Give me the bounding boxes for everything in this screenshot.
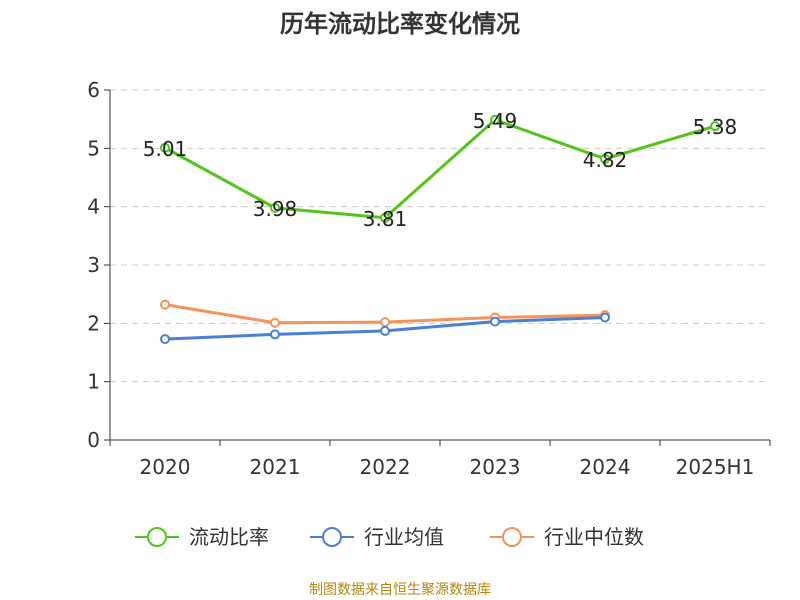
y-tick-label: 3 bbox=[87, 253, 100, 277]
data-point bbox=[490, 316, 500, 327]
series-0 bbox=[160, 114, 720, 223]
data-point bbox=[490, 114, 500, 125]
data-point bbox=[380, 317, 390, 328]
legend-item[interactable]: 行业中位数 bbox=[490, 525, 644, 549]
chart-title: 历年流动比率变化情况 bbox=[280, 10, 520, 38]
legend[interactable]: 流动比率 行业均值 行业中位数 bbox=[135, 525, 644, 549]
legend-label: 流动比率 bbox=[189, 525, 269, 549]
data-point bbox=[600, 153, 610, 164]
x-tick-label: 2024 bbox=[580, 455, 631, 479]
data-point bbox=[160, 334, 170, 345]
axes: 0 1 2 3 4 5 6 2020 2021 2022 2023 2024 2025H1 bbox=[87, 78, 771, 479]
data-point bbox=[600, 312, 610, 323]
y-tick-label: 6 bbox=[87, 78, 100, 102]
data-label: 5.38 bbox=[693, 115, 738, 139]
data-label: 5.49 bbox=[473, 109, 518, 133]
series-1 bbox=[160, 312, 610, 345]
data-label: 3.81 bbox=[363, 207, 408, 231]
data-label: 4.82 bbox=[583, 148, 628, 172]
data-point bbox=[710, 121, 720, 132]
x-tick-label: 2023 bbox=[470, 455, 521, 479]
data-point bbox=[160, 299, 170, 310]
legend-marker bbox=[322, 527, 342, 547]
data-labels: 5.01 3.98 3.81 5.49 4.82 5.38 bbox=[143, 109, 738, 231]
y-tick-label: 4 bbox=[87, 195, 100, 219]
y-tick-label: 0 bbox=[87, 428, 100, 452]
data-point bbox=[380, 325, 390, 336]
data-label: 5.01 bbox=[143, 137, 188, 161]
data-point bbox=[270, 329, 280, 340]
legend-marker bbox=[502, 527, 522, 547]
legend-item[interactable]: 流动比率 bbox=[135, 525, 269, 549]
legend-label: 行业均值 bbox=[364, 525, 444, 549]
y-tick-label: 2 bbox=[87, 311, 100, 335]
data-point bbox=[160, 142, 170, 153]
x-tick-label: 2022 bbox=[360, 455, 411, 479]
x-tick-label: 2021 bbox=[250, 455, 301, 479]
series-line bbox=[164, 118, 716, 220]
legend-item[interactable]: 行业均值 bbox=[310, 525, 444, 549]
x-tick-label: 2025H1 bbox=[676, 455, 755, 479]
data-point bbox=[380, 212, 390, 223]
data-label: 3.98 bbox=[253, 197, 298, 221]
series bbox=[160, 114, 720, 345]
legend-label: 行业中位数 bbox=[544, 525, 644, 549]
data-point bbox=[270, 202, 280, 213]
y-tick-label: 5 bbox=[87, 136, 100, 160]
source-note: 制图数据来自恒生聚源数据库 bbox=[309, 582, 491, 598]
data-point bbox=[270, 317, 280, 328]
legend-marker bbox=[147, 527, 167, 547]
x-tick-label: 2020 bbox=[140, 455, 191, 479]
grid-lines bbox=[110, 89, 770, 383]
y-tick-label: 1 bbox=[87, 370, 100, 394]
